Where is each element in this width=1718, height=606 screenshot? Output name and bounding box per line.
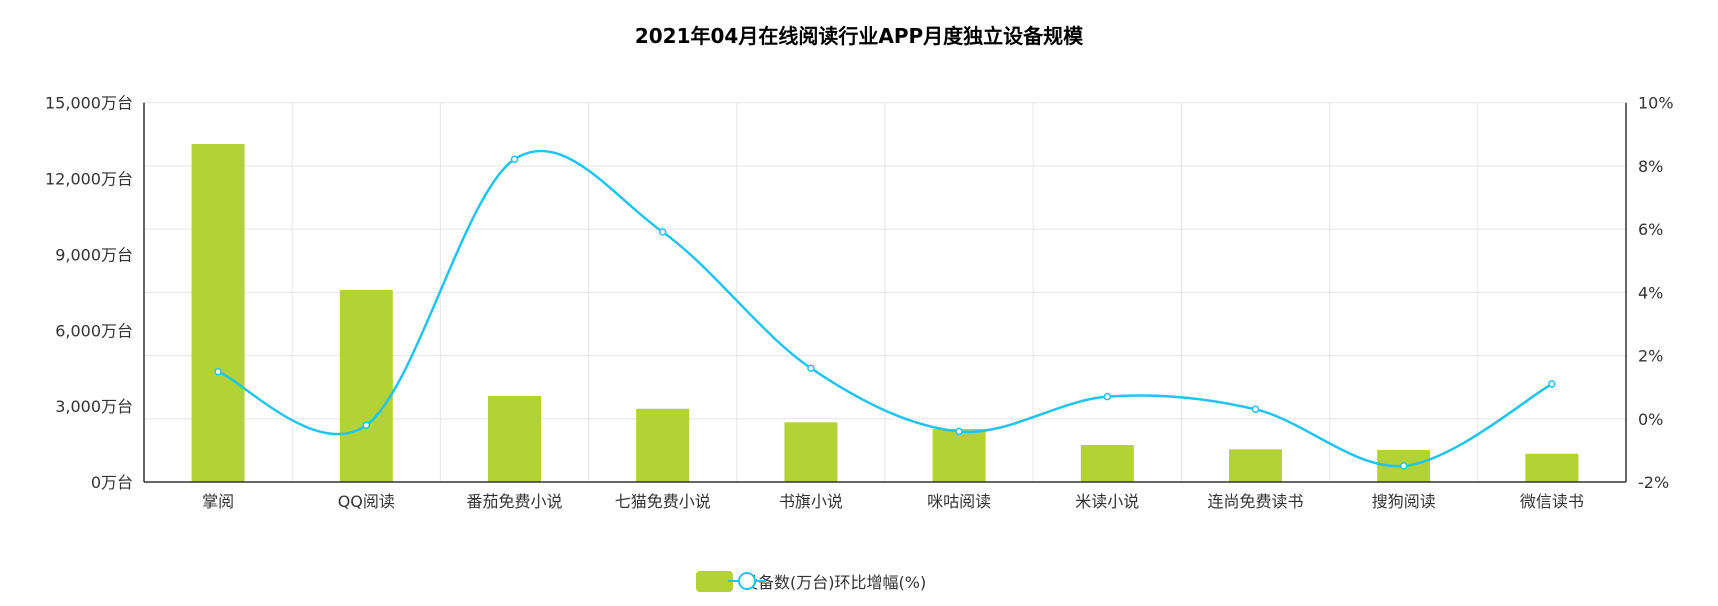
right-axis-tick: 10% bbox=[1638, 94, 1674, 113]
data-point-marker bbox=[807, 364, 815, 372]
right-axis-tick: 6% bbox=[1638, 220, 1663, 239]
bar bbox=[636, 408, 690, 482]
left-axis-tick: 0万台 bbox=[91, 473, 133, 492]
legend: 设备数(万台) 环比增幅(%) bbox=[696, 569, 926, 593]
right-axis-tick: 8% bbox=[1638, 157, 1663, 176]
axis-labels: -2% 0% 2% 4% 6% 8% 10% 0万台 3,000万台 6,000万台 9,000万台… bbox=[45, 94, 1674, 511]
left-axis-tick: 9,000万台 bbox=[55, 245, 133, 264]
legend-item-devices[interactable]: 设备数(万台) bbox=[696, 569, 835, 593]
left-axis-tick: 3,000万台 bbox=[55, 397, 133, 416]
bar bbox=[784, 422, 838, 482]
data-point-marker bbox=[1399, 462, 1408, 470]
bar-series bbox=[191, 143, 1579, 482]
data-point-marker bbox=[955, 427, 963, 436]
category-label: 连尚免费读书 bbox=[1207, 492, 1303, 511]
category-label: 书旗小说 bbox=[779, 492, 843, 511]
data-point-marker bbox=[214, 367, 222, 376]
data-point-marker bbox=[658, 228, 667, 236]
data-point-marker bbox=[1103, 392, 1112, 401]
right-axis-tick: 2% bbox=[1638, 347, 1663, 366]
data-point-marker bbox=[1251, 405, 1260, 414]
bar bbox=[932, 428, 986, 482]
bar-swatch-icon bbox=[696, 570, 733, 592]
axes bbox=[143, 102, 1627, 483]
right-axis-tick: 4% bbox=[1638, 283, 1663, 302]
legend-item-growth[interactable]: 环比增幅(%) bbox=[728, 569, 927, 593]
bar bbox=[339, 289, 393, 482]
data-point-marker bbox=[362, 421, 371, 429]
bar bbox=[1525, 453, 1579, 482]
legend-label-devices: 设备数(万台) bbox=[742, 573, 835, 592]
right-axis-tick: -2% bbox=[1638, 473, 1669, 492]
category-label: 七猫免费小说 bbox=[615, 492, 711, 511]
legend-label-growth: 环比增幅(%) bbox=[834, 573, 927, 592]
left-axis-tick: 12,000万台 bbox=[45, 170, 133, 189]
bar bbox=[1229, 449, 1282, 482]
chart-title: 2021年04月在线阅读行业APP月度独立设备规模 bbox=[634, 24, 1084, 48]
data-point-marker bbox=[1548, 380, 1556, 388]
category-label: 掌阅 bbox=[202, 492, 234, 511]
left-axis-tick: 6,000万台 bbox=[55, 321, 133, 340]
category-label: 番茄免费小说 bbox=[466, 492, 562, 511]
line-series bbox=[214, 149, 1556, 470]
category-label: 咪咕阅读 bbox=[927, 492, 991, 511]
bar bbox=[1080, 445, 1134, 482]
category-label: 微信读书 bbox=[1520, 492, 1584, 511]
line-circle-icon bbox=[728, 572, 766, 590]
bar bbox=[191, 143, 245, 482]
right-axis-tick: 0% bbox=[1638, 410, 1663, 429]
category-label: QQ阅读 bbox=[338, 492, 395, 511]
data-point-marker bbox=[510, 155, 519, 164]
category-label: 搜狗阅读 bbox=[1372, 492, 1436, 511]
left-axis-tick: 15,000万台 bbox=[45, 94, 133, 113]
legend-line-circle bbox=[738, 572, 756, 590]
growth-line bbox=[217, 149, 1553, 468]
bar bbox=[488, 396, 541, 482]
category-label: 米读小说 bbox=[1075, 492, 1139, 511]
